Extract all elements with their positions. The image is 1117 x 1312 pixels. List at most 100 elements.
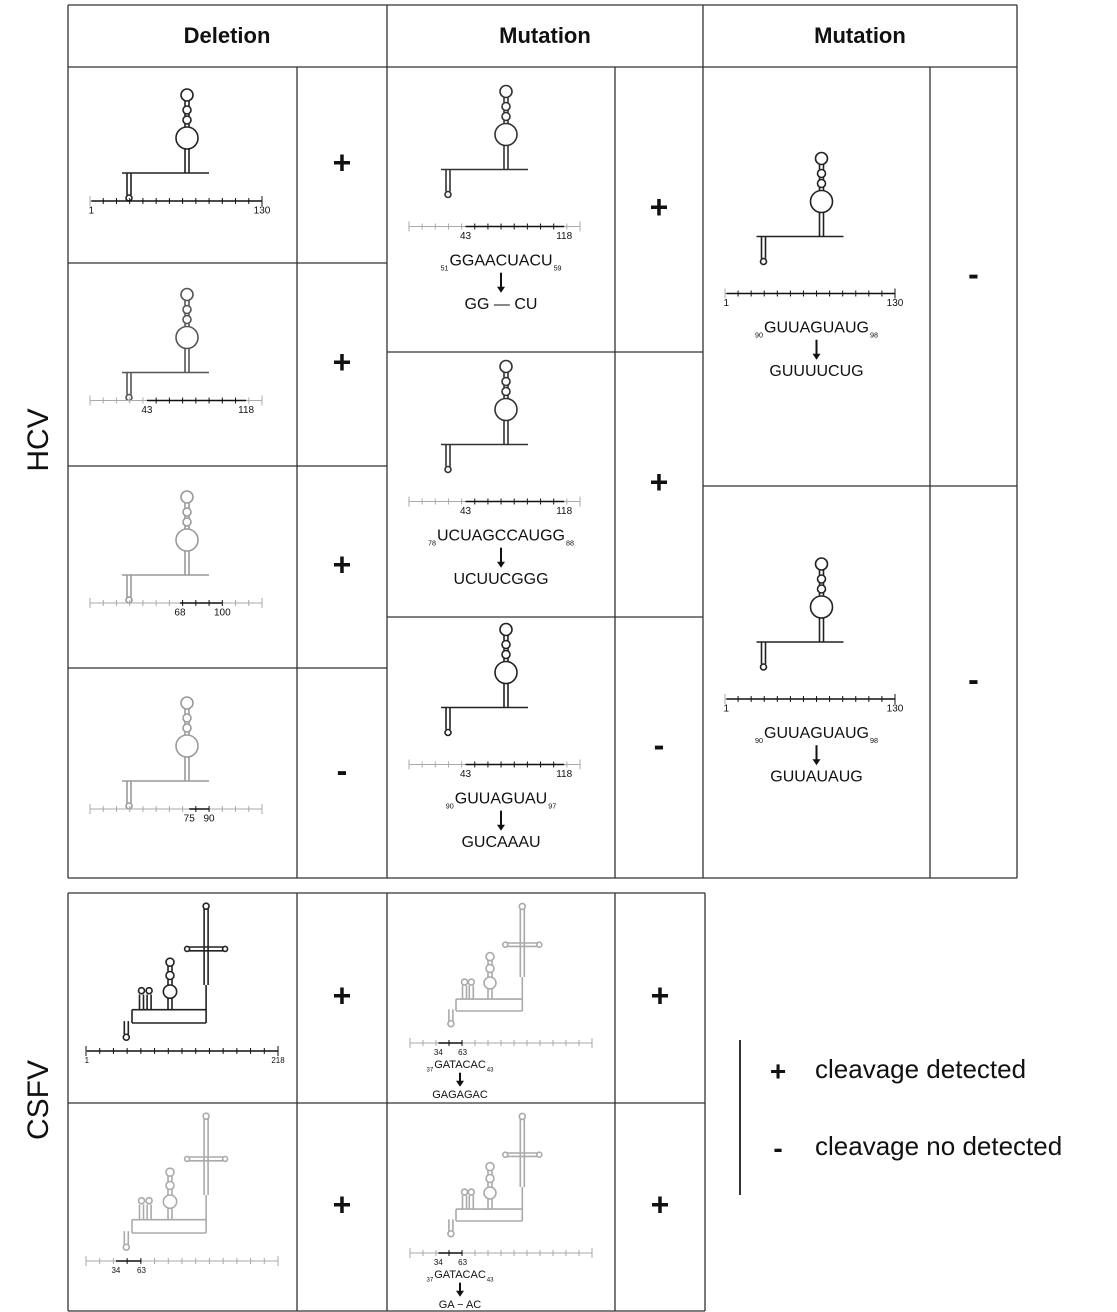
structure-loop [499, 84, 513, 99]
cleavage-result: + [333, 144, 352, 180]
sequence-mutant: GAGAGAC [432, 1089, 488, 1101]
structure-loop [125, 194, 133, 202]
structure-loop [501, 111, 511, 122]
sequence-mutant: GUUUUCUG [769, 363, 863, 380]
structure-loop [125, 393, 133, 402]
sequence-end: 97 [548, 802, 556, 811]
structure-loop [816, 574, 827, 584]
structure-loop [182, 723, 192, 733]
arrow-head [497, 561, 505, 568]
cleavage-result: + [650, 464, 669, 500]
ruler-label: 130 [254, 206, 271, 217]
structure-loop [175, 126, 199, 150]
structure-loop [182, 507, 192, 517]
ruler-label: 43 [460, 231, 472, 242]
ruler-label: 130 [887, 298, 904, 309]
legend-label: cleavage detected [815, 1054, 1026, 1084]
ruler-label: 118 [238, 405, 254, 416]
structure-loop [182, 105, 192, 115]
structure-loop [501, 376, 511, 387]
sequence-original: UCUAGCCAUGG [437, 528, 565, 545]
structure-loop [485, 951, 495, 962]
structure-loop [221, 945, 229, 953]
structure-loop [444, 728, 452, 737]
structure-loop [499, 622, 513, 637]
sequence-original: GGAACUACU [449, 253, 552, 270]
ruler-label: 118 [556, 506, 572, 517]
sequence-start: 90 [755, 736, 763, 745]
sequence-mutant: GUCAAAU [461, 834, 540, 851]
structure-loop [535, 1151, 543, 1158]
ruler-label: 118 [556, 769, 572, 780]
structure-loop [518, 1112, 527, 1121]
structure-loop [180, 287, 194, 302]
ruler-label: 43 [141, 405, 153, 416]
structure-loop [501, 1151, 509, 1158]
structure-loop [221, 1155, 229, 1163]
structure-loop [175, 734, 199, 758]
sequence-start: 90 [446, 802, 454, 811]
ruler-label: 63 [458, 1258, 467, 1267]
legend-symbol: + [770, 1055, 786, 1086]
structure-loop [485, 963, 495, 974]
structure-loop [183, 945, 191, 953]
structure-loop [125, 596, 133, 604]
arrow-head [812, 353, 821, 360]
cleavage-result: - [654, 727, 665, 763]
cleavage-result: + [333, 546, 352, 582]
ruler-label: 68 [174, 608, 186, 619]
sequence-end: 59 [554, 264, 562, 273]
ruler-label: 100 [214, 608, 231, 619]
cleavage-result: + [333, 344, 352, 380]
structure-loop [467, 1188, 476, 1196]
structure-loop [137, 1196, 146, 1205]
sequence-original: GUUAGUAU [455, 791, 547, 808]
sequence-end: 98 [870, 331, 878, 340]
ruler-label: 75 [184, 814, 196, 825]
structure-loop [180, 490, 194, 504]
structure-loop [494, 660, 518, 685]
sequence-end: 43 [487, 1068, 494, 1074]
column-header: Mutation [499, 23, 591, 48]
ruler-label: 1 [85, 1056, 90, 1065]
structure-loop [182, 517, 192, 527]
structure-loop [499, 359, 513, 374]
sequence-original: GUUAGUAUG [764, 320, 869, 337]
column-header: Deletion [184, 23, 271, 48]
structure-loop [180, 88, 194, 102]
sequence-mutant: GG — CU [465, 296, 538, 313]
sequence-mutant: GUUAUAUG [770, 768, 862, 785]
structure-loop [165, 970, 175, 981]
structure-loop [460, 1188, 469, 1196]
cleavage-result: + [333, 977, 352, 1013]
ruler-label: 43 [460, 506, 472, 517]
structure-loop [816, 178, 827, 189]
ruler-label: 34 [434, 1258, 443, 1267]
ruler-label: 130 [887, 704, 904, 715]
structure-loop [165, 1180, 175, 1191]
structure-loop [501, 639, 511, 650]
ruler-label: 90 [204, 814, 216, 825]
sequence-mutant: UCUUCGGG [453, 571, 548, 588]
structure-loop [165, 1167, 175, 1177]
ruler-label: 63 [458, 1048, 467, 1057]
structure-loop [494, 397, 518, 422]
sequence-end: 88 [566, 539, 574, 548]
structure-loop [485, 1161, 495, 1172]
ruler-label: 34 [111, 1266, 120, 1275]
table-frame [67, 4, 1018, 1312]
cleavage-result: + [650, 189, 669, 225]
arrow-head [812, 759, 821, 766]
structure-loop [501, 941, 509, 949]
structure-loop [183, 1155, 191, 1163]
arrow-head [456, 1080, 464, 1087]
sequence-start: 37 [427, 1278, 434, 1284]
structure-loop [501, 101, 511, 112]
ruler-label: 34 [434, 1048, 443, 1057]
structure-loop [816, 584, 827, 594]
structure-loop [182, 713, 192, 723]
structure-loop [501, 386, 511, 397]
structure-loop [182, 314, 192, 325]
arrow-head [456, 1290, 464, 1297]
